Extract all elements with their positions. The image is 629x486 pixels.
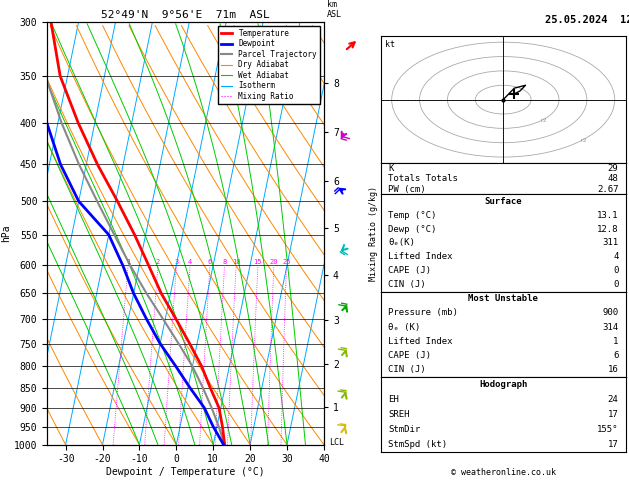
Text: © weatheronline.co.uk: © weatheronline.co.uk bbox=[451, 468, 555, 477]
Text: Surface: Surface bbox=[484, 197, 522, 206]
Text: 314: 314 bbox=[603, 323, 618, 331]
Text: kt: kt bbox=[386, 40, 396, 49]
Y-axis label: Mixing Ratio (g/kg): Mixing Ratio (g/kg) bbox=[369, 186, 379, 281]
Text: 900: 900 bbox=[603, 308, 618, 317]
Y-axis label: hPa: hPa bbox=[1, 225, 11, 242]
Text: LCL: LCL bbox=[330, 438, 345, 447]
Text: 4: 4 bbox=[188, 260, 192, 265]
Text: r2: r2 bbox=[580, 139, 587, 143]
Text: Temp (°C): Temp (°C) bbox=[388, 211, 437, 220]
Text: θₑ(K): θₑ(K) bbox=[388, 239, 415, 247]
Text: 3: 3 bbox=[174, 260, 179, 265]
Text: Lifted Index: Lifted Index bbox=[388, 252, 452, 261]
Text: θₑ (K): θₑ (K) bbox=[388, 323, 420, 331]
Text: 0: 0 bbox=[613, 280, 618, 289]
Text: 2.67: 2.67 bbox=[597, 185, 618, 193]
Text: Lifted Index: Lifted Index bbox=[388, 337, 452, 346]
Text: r2: r2 bbox=[540, 118, 547, 123]
Text: CIN (J): CIN (J) bbox=[388, 365, 426, 374]
Text: 25: 25 bbox=[282, 260, 291, 265]
Text: EH: EH bbox=[388, 395, 399, 404]
Text: 2: 2 bbox=[156, 260, 160, 265]
Text: Hodograph: Hodograph bbox=[479, 380, 527, 389]
Text: 17: 17 bbox=[608, 440, 618, 449]
Text: 311: 311 bbox=[603, 239, 618, 247]
Title: 52°49'N  9°56'E  71m  ASL: 52°49'N 9°56'E 71m ASL bbox=[101, 10, 270, 20]
Text: 25.05.2024  12GMT  (Base: 18): 25.05.2024 12GMT (Base: 18) bbox=[545, 15, 629, 25]
Text: Pressure (mb): Pressure (mb) bbox=[388, 308, 458, 317]
Text: 10: 10 bbox=[232, 260, 240, 265]
X-axis label: Dewpoint / Temperature (°C): Dewpoint / Temperature (°C) bbox=[106, 467, 265, 477]
Text: PW (cm): PW (cm) bbox=[388, 185, 426, 193]
Text: CAPE (J): CAPE (J) bbox=[388, 266, 431, 275]
Text: SREH: SREH bbox=[388, 410, 409, 419]
Text: CIN (J): CIN (J) bbox=[388, 280, 426, 289]
Text: 6: 6 bbox=[613, 351, 618, 360]
Text: Dewp (°C): Dewp (°C) bbox=[388, 225, 437, 234]
Text: 13.1: 13.1 bbox=[597, 211, 618, 220]
Text: 12.8: 12.8 bbox=[597, 225, 618, 234]
Text: 155°: 155° bbox=[597, 425, 618, 434]
Legend: Temperature, Dewpoint, Parcel Trajectory, Dry Adiabat, Wet Adiabat, Isotherm, Mi: Temperature, Dewpoint, Parcel Trajectory… bbox=[218, 26, 320, 104]
Text: 6: 6 bbox=[208, 260, 212, 265]
Text: 20: 20 bbox=[270, 260, 278, 265]
Text: 24: 24 bbox=[608, 395, 618, 404]
Text: K: K bbox=[388, 164, 393, 173]
Text: 1: 1 bbox=[126, 260, 130, 265]
Text: 17: 17 bbox=[608, 410, 618, 419]
Text: 15: 15 bbox=[253, 260, 262, 265]
Text: 29: 29 bbox=[608, 164, 618, 173]
Text: 1: 1 bbox=[613, 337, 618, 346]
Text: 4: 4 bbox=[613, 252, 618, 261]
Text: 8: 8 bbox=[223, 260, 226, 265]
Text: km
ASL: km ASL bbox=[327, 0, 342, 19]
Text: StmSpd (kt): StmSpd (kt) bbox=[388, 440, 447, 449]
Text: StmDir: StmDir bbox=[388, 425, 420, 434]
Text: 16: 16 bbox=[608, 365, 618, 374]
Text: Totals Totals: Totals Totals bbox=[388, 174, 458, 183]
Text: Most Unstable: Most Unstable bbox=[468, 294, 538, 303]
Text: 48: 48 bbox=[608, 174, 618, 183]
Text: CAPE (J): CAPE (J) bbox=[388, 351, 431, 360]
Text: 0: 0 bbox=[613, 266, 618, 275]
